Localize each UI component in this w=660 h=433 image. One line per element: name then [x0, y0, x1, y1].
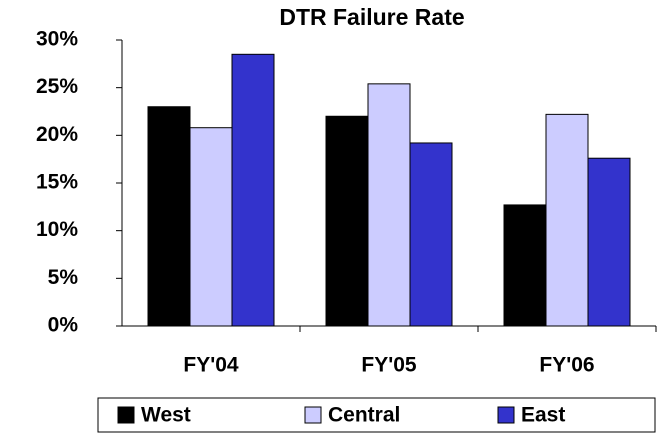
- y-tick-label: 10%: [36, 218, 78, 241]
- legend-swatch: [304, 406, 322, 424]
- chart-title: DTR Failure Rate: [279, 4, 464, 30]
- y-tick-label: 15%: [36, 171, 78, 194]
- legend-label: West: [141, 404, 191, 427]
- bar: [587, 157, 631, 327]
- y-tick-label: 30%: [36, 28, 78, 51]
- bar: [231, 53, 275, 327]
- bar: [189, 127, 233, 327]
- legend-label: East: [521, 404, 565, 427]
- y-tick-label: 20%: [36, 123, 78, 146]
- legend-box: [97, 397, 656, 433]
- bar: [545, 113, 589, 327]
- bar: [367, 83, 411, 327]
- x-tick-label: FY'06: [539, 354, 594, 377]
- legend-swatch: [117, 406, 135, 424]
- y-tick-label: 5%: [48, 266, 79, 289]
- legend-swatch: [497, 406, 515, 424]
- bar: [409, 142, 453, 327]
- bar: [503, 204, 547, 327]
- x-tick-label: FY'04: [183, 354, 239, 377]
- x-tick-label: FY'05: [361, 354, 417, 377]
- y-tick-label: 0%: [48, 314, 79, 337]
- bar: [325, 115, 369, 327]
- bar: [147, 106, 191, 327]
- legend-label: Central: [328, 404, 400, 427]
- y-tick-label: 25%: [36, 75, 78, 98]
